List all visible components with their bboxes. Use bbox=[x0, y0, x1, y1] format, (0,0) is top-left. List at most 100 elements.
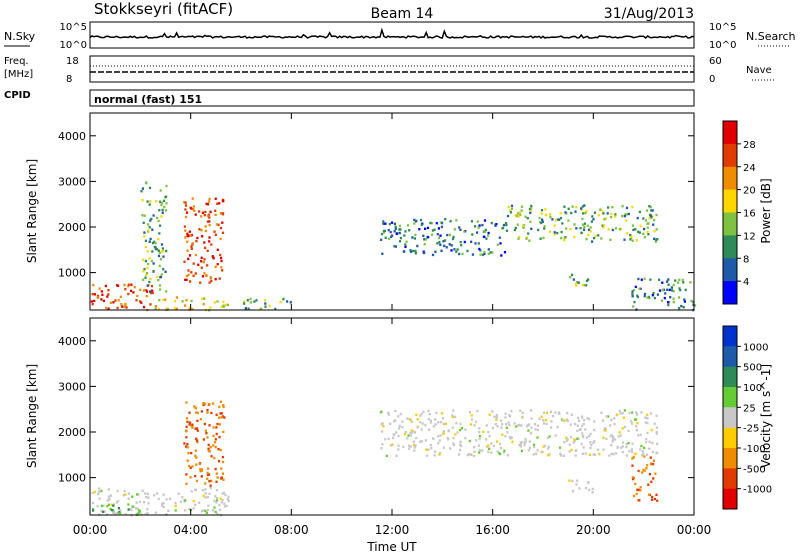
scatter-cell bbox=[651, 214, 654, 217]
scatter-cell bbox=[660, 299, 663, 302]
scatter-cell bbox=[158, 232, 161, 235]
scatter-cell bbox=[496, 425, 499, 428]
scatter-cell bbox=[222, 404, 225, 407]
scatter-cell bbox=[223, 502, 226, 505]
scatter-cell bbox=[559, 452, 562, 455]
scatter-cell bbox=[209, 277, 213, 280]
velocity-colorbar-title: Velocity [m s^-1] bbox=[759, 364, 773, 468]
scatter-cell bbox=[191, 426, 194, 429]
scatter-cell bbox=[430, 446, 433, 450]
scatter-cell bbox=[613, 417, 616, 420]
scatter-cell bbox=[546, 447, 550, 450]
scatter-cell bbox=[550, 426, 553, 429]
scatter-cell bbox=[571, 479, 574, 483]
scatter-cell bbox=[407, 447, 411, 450]
scatter-cell bbox=[568, 443, 571, 446]
scatter-cell bbox=[650, 209, 653, 212]
scatter-cell bbox=[219, 237, 222, 241]
scatter-cell bbox=[444, 218, 447, 221]
scatter-cell bbox=[618, 409, 621, 413]
scatter-cell bbox=[184, 201, 187, 204]
scatter-cell bbox=[159, 288, 162, 291]
scatter-cell bbox=[107, 293, 110, 296]
scatter-cell bbox=[213, 230, 216, 233]
scatter-cell bbox=[612, 435, 615, 438]
scatter-cell bbox=[206, 508, 209, 512]
scatter-cell bbox=[650, 428, 653, 432]
scatter-cell bbox=[206, 436, 209, 439]
scatter-cell bbox=[110, 508, 113, 512]
scatter-cell bbox=[394, 245, 397, 248]
scatter-cell bbox=[637, 434, 640, 437]
scatter-cell bbox=[623, 409, 626, 412]
scatter-cell bbox=[536, 449, 539, 452]
scatter-cell bbox=[496, 450, 499, 453]
scatter-cell bbox=[399, 236, 402, 240]
scatter-cell bbox=[165, 290, 168, 293]
scatter-cell bbox=[164, 270, 167, 273]
scatter-cell bbox=[151, 228, 154, 231]
scatter-cell bbox=[453, 228, 456, 231]
scatter-cell bbox=[186, 420, 189, 423]
scatter-cell bbox=[583, 418, 586, 422]
power-heatmap bbox=[90, 181, 697, 312]
scatter-cell bbox=[672, 290, 675, 293]
ytick-label: 1000 bbox=[58, 267, 86, 280]
scatter-cell bbox=[212, 444, 215, 447]
scatter-cell bbox=[500, 254, 503, 257]
scatter-cell bbox=[563, 205, 566, 208]
scatter-cell bbox=[634, 452, 637, 456]
scatter-cell bbox=[162, 493, 165, 496]
scatter-cell bbox=[476, 231, 479, 234]
scatter-cell bbox=[583, 225, 586, 229]
scatter-cell bbox=[184, 229, 187, 232]
scatter-cell bbox=[144, 245, 147, 249]
scatter-cell bbox=[503, 449, 506, 452]
scatter-cell bbox=[682, 306, 685, 309]
scatter-cell bbox=[518, 235, 521, 239]
scatter-cell bbox=[210, 279, 213, 283]
colorbar-band bbox=[723, 488, 737, 510]
scatter-cell bbox=[162, 268, 165, 271]
scatter-cell bbox=[188, 507, 191, 511]
scatter-cell bbox=[607, 228, 610, 231]
scatter-cell bbox=[103, 510, 106, 513]
scatter-cell bbox=[635, 239, 638, 242]
scatter-cell bbox=[651, 450, 654, 454]
scatter-cell bbox=[434, 423, 437, 426]
scatter-cell bbox=[208, 240, 211, 243]
scatter-cell bbox=[208, 197, 211, 201]
scatter-cell bbox=[583, 204, 586, 207]
scatter-cell bbox=[634, 285, 637, 289]
scatter-cell bbox=[140, 301, 143, 304]
scatter-cell bbox=[174, 300, 177, 303]
scatter-cell bbox=[186, 446, 189, 449]
scatter-cell bbox=[671, 289, 674, 292]
scatter-cell bbox=[98, 490, 101, 493]
scatter-cell bbox=[144, 492, 147, 495]
scatter-cell bbox=[585, 436, 589, 439]
scatter-cell bbox=[637, 230, 640, 233]
scatter-cell bbox=[93, 299, 96, 303]
scatter-cell bbox=[203, 213, 206, 217]
scatter-cell bbox=[588, 453, 591, 456]
scatter-cell bbox=[459, 440, 462, 444]
scatter-cell bbox=[158, 264, 161, 268]
scatter-cell bbox=[260, 307, 263, 310]
scatter-cell bbox=[142, 305, 146, 309]
scatter-cell bbox=[192, 205, 195, 208]
scatter-cell bbox=[474, 242, 477, 245]
scatter-cell bbox=[124, 302, 127, 306]
scatter-cell bbox=[477, 242, 480, 245]
scatter-cell bbox=[161, 208, 164, 212]
scatter-cell bbox=[535, 452, 538, 455]
scatter-cell bbox=[466, 249, 469, 253]
scatter-cell bbox=[152, 270, 155, 273]
scatter-cell bbox=[147, 262, 150, 266]
scatter-cell bbox=[392, 436, 395, 440]
scatter-cell bbox=[194, 449, 197, 452]
scatter-cell bbox=[574, 449, 577, 452]
scatter-cell bbox=[175, 296, 178, 299]
scatter-cell bbox=[437, 442, 440, 445]
scatter-cell bbox=[195, 479, 199, 483]
